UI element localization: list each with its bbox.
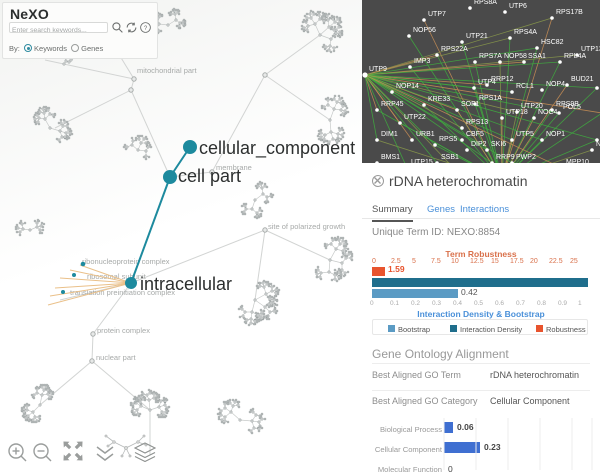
- svg-text:HSC82: HSC82: [541, 39, 564, 46]
- svg-text:SOF1: SOF1: [461, 101, 479, 108]
- svg-text:KRE33: KRE33: [428, 96, 450, 103]
- svg-text:RCL1: RCL1: [516, 83, 534, 90]
- svg-text:SSA1: SSA1: [528, 53, 546, 60]
- svg-text:RPS7A: RPS7A: [479, 53, 502, 60]
- svg-text:UTP6: UTP6: [509, 3, 527, 10]
- svg-text:RPS13: RPS13: [466, 119, 488, 126]
- svg-text:RPS4A: RPS4A: [514, 29, 537, 36]
- svg-text:SKI6: SKI6: [491, 141, 506, 148]
- svg-text:URB1: URB1: [416, 131, 435, 138]
- svg-text:NOP58: NOP58: [504, 53, 527, 60]
- svg-text:RPL4A: RPL4A: [564, 53, 587, 60]
- svg-text:UTP5: UTP5: [516, 131, 534, 138]
- svg-text:UTP21: UTP21: [466, 33, 488, 40]
- svg-text:NOP14: NOP14: [396, 83, 419, 90]
- svg-text:RRP45: RRP45: [381, 101, 404, 108]
- svg-text:NOP6: NOP6: [596, 141, 600, 148]
- svg-text:POL5: POL5: [563, 104, 581, 111]
- svg-text:CBF5: CBF5: [466, 131, 484, 138]
- svg-text:NOP56: NOP56: [413, 27, 436, 34]
- svg-text:NOP1: NOP1: [546, 131, 565, 138]
- svg-text:PWP2: PWP2: [516, 154, 536, 161]
- svg-text:BMS1: BMS1: [381, 154, 400, 161]
- svg-text:DIM1: DIM1: [381, 131, 398, 138]
- svg-text:NOP4: NOP4: [546, 81, 565, 88]
- svg-text:RPS22A: RPS22A: [441, 46, 468, 53]
- svg-text:UTP13: UTP13: [581, 46, 600, 53]
- svg-text:NOC4: NOC4: [538, 109, 558, 116]
- svg-text:SSB1: SSB1: [441, 154, 459, 161]
- svg-text:RPS8A: RPS8A: [474, 0, 497, 6]
- svg-text:RRP9: RRP9: [496, 154, 515, 161]
- svg-text:UTP4: UTP4: [478, 79, 496, 86]
- svg-text:DIP2: DIP2: [471, 141, 487, 148]
- svg-text:UTP22: UTP22: [404, 114, 426, 121]
- svg-text:RPS17B: RPS17B: [556, 9, 583, 16]
- svg-text:UTP18: UTP18: [506, 109, 528, 116]
- svg-text:RPS1A: RPS1A: [479, 95, 502, 102]
- svg-text:UTP9: UTP9: [369, 66, 387, 73]
- svg-text:RPS5: RPS5: [439, 136, 457, 143]
- svg-text:IMP3: IMP3: [414, 58, 430, 65]
- svg-text:BUD21: BUD21: [571, 76, 594, 83]
- svg-text:UTP7: UTP7: [428, 11, 446, 18]
